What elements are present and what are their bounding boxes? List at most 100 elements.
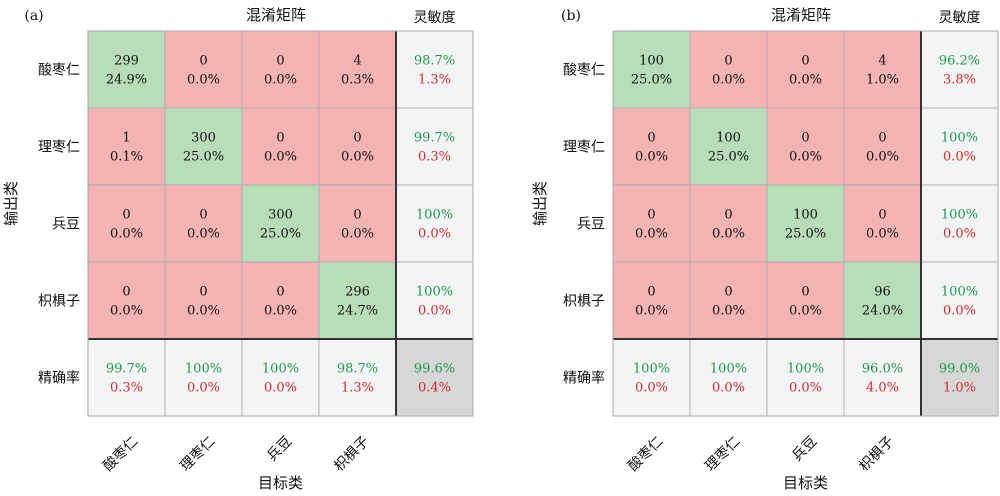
cell-count: 0 (276, 285, 284, 300)
row-summary-bad: 3.8% (943, 73, 976, 88)
cell-percent: 25.0% (260, 227, 301, 242)
cell-count: 300 (191, 131, 216, 146)
row-summary-good: 100% (416, 208, 453, 223)
cell-count: 0 (199, 208, 207, 223)
overall-good: 99.0% (939, 362, 980, 377)
confusion-matrix-panel-a: 299 24.9% 0 0.0% 0 0.0% 4 0.3% 98.7% 1.3% 1 0.1% 300… (2, 6, 474, 492)
row-summary-good: 100% (941, 285, 978, 300)
col-summary-good: 100% (633, 362, 670, 377)
cell-percent: 0.0% (187, 304, 220, 319)
row-label: 酸枣仁 (38, 63, 80, 79)
overall-good: 99.6% (414, 362, 455, 377)
matrix-cell (843, 30, 922, 109)
cell-count: 0 (122, 208, 130, 223)
cell-percent: 0.0% (866, 150, 899, 165)
cell-percent: 0.3% (341, 73, 374, 88)
row-summary-bad: 0.0% (418, 227, 451, 242)
chart-title: 混淆矩阵 (246, 6, 306, 24)
cell-percent: 25.0% (631, 73, 672, 88)
cell-percent: 0.1% (110, 150, 143, 165)
col-summary-cell (843, 338, 922, 417)
matrix-cell (164, 184, 243, 263)
cell-count: 0 (276, 54, 284, 69)
row-summary-good: 98.7% (414, 54, 455, 69)
cell-percent: 0.0% (264, 150, 297, 165)
row-label: 兵豆 (52, 217, 80, 233)
cell-count: 0 (353, 131, 361, 146)
col-label: 酸枣仁 (100, 434, 141, 475)
cell-percent: 0.0% (866, 227, 899, 242)
row-label: 理枣仁 (38, 140, 80, 156)
row-summary-good: 100% (416, 285, 453, 300)
col-label: 兵豆 (264, 434, 295, 465)
cell-count: 0 (353, 208, 361, 223)
x-axis-label: 目标类 (783, 474, 828, 492)
row-summary-good: 100% (941, 208, 978, 223)
panel-label: (a) (24, 8, 43, 24)
cell-count: 0 (878, 208, 886, 223)
cell-count: 0 (199, 54, 207, 69)
matrix-cell (766, 184, 845, 263)
overall-cell (920, 338, 999, 417)
matrix-cell (164, 107, 243, 186)
row-footer-label: 精确率 (38, 370, 80, 387)
matrix-cell (318, 30, 397, 109)
matrix-cell (241, 107, 320, 186)
cell-percent: 24.0% (862, 304, 903, 319)
col-summary-bad: 0.3% (110, 381, 143, 396)
matrix-cell (766, 30, 845, 109)
cell-count: 96 (874, 285, 891, 300)
cell-percent: 0.0% (789, 150, 822, 165)
col-summary-bad: 0.0% (187, 381, 220, 396)
matrix-cell (612, 30, 691, 109)
matrix-border (87, 30, 474, 417)
cell-percent: 0.0% (712, 304, 745, 319)
cell-percent: 1.0% (866, 73, 899, 88)
row-summary-cell (920, 261, 999, 340)
col-label: 枳椇子 (856, 434, 897, 475)
row-label: 枳椇子 (563, 294, 605, 310)
cell-count: 0 (724, 285, 732, 300)
panel-label: (b) (561, 8, 581, 24)
matrix-cell (318, 107, 397, 186)
col-summary-good: 100% (262, 362, 299, 377)
col-summary-good: 99.7% (106, 362, 147, 377)
row-summary-bad: 0.0% (418, 304, 451, 319)
col-summary-cell (689, 338, 768, 417)
row-label: 理枣仁 (563, 140, 605, 156)
matrix-cell (689, 107, 768, 186)
row-summary-good: 100% (941, 131, 978, 146)
cell-percent: 0.0% (712, 73, 745, 88)
cell-percent: 0.0% (110, 304, 143, 319)
matrix-cell (241, 261, 320, 340)
matrix-cell (87, 30, 166, 109)
cell-percent: 0.0% (187, 227, 220, 242)
cell-count: 0 (724, 54, 732, 69)
cell-percent: 25.0% (708, 150, 749, 165)
cell-percent: 0.0% (712, 227, 745, 242)
cell-count: 296 (345, 285, 370, 300)
y-axis-label: 输出类 (2, 181, 20, 226)
matrix-cell (612, 107, 691, 186)
row-summary-cell (395, 107, 474, 186)
matrix-cell (843, 261, 922, 340)
cell-percent: 24.9% (106, 73, 147, 88)
cell-count: 0 (878, 131, 886, 146)
row-summary-bad: 1.3% (418, 73, 451, 88)
row-summary-cell (920, 30, 999, 109)
row-footer-label: 精确率 (563, 370, 605, 387)
cell-count: 0 (647, 285, 655, 300)
row-summary-cell (395, 184, 474, 263)
row-summary-cell (920, 107, 999, 186)
cell-count: 0 (122, 285, 130, 300)
row-summary-bad: 0.3% (418, 150, 451, 165)
matrix-cell (318, 261, 397, 340)
row-summary-cell (395, 261, 474, 340)
matrix-cell (689, 261, 768, 340)
col-label: 枳椇子 (331, 434, 372, 475)
cell-count: 299 (114, 54, 139, 69)
col-summary-cell (241, 338, 320, 417)
matrix-cell (843, 184, 922, 263)
cell-percent: 0.0% (264, 304, 297, 319)
col-summary-bad: 4.0% (866, 381, 899, 396)
